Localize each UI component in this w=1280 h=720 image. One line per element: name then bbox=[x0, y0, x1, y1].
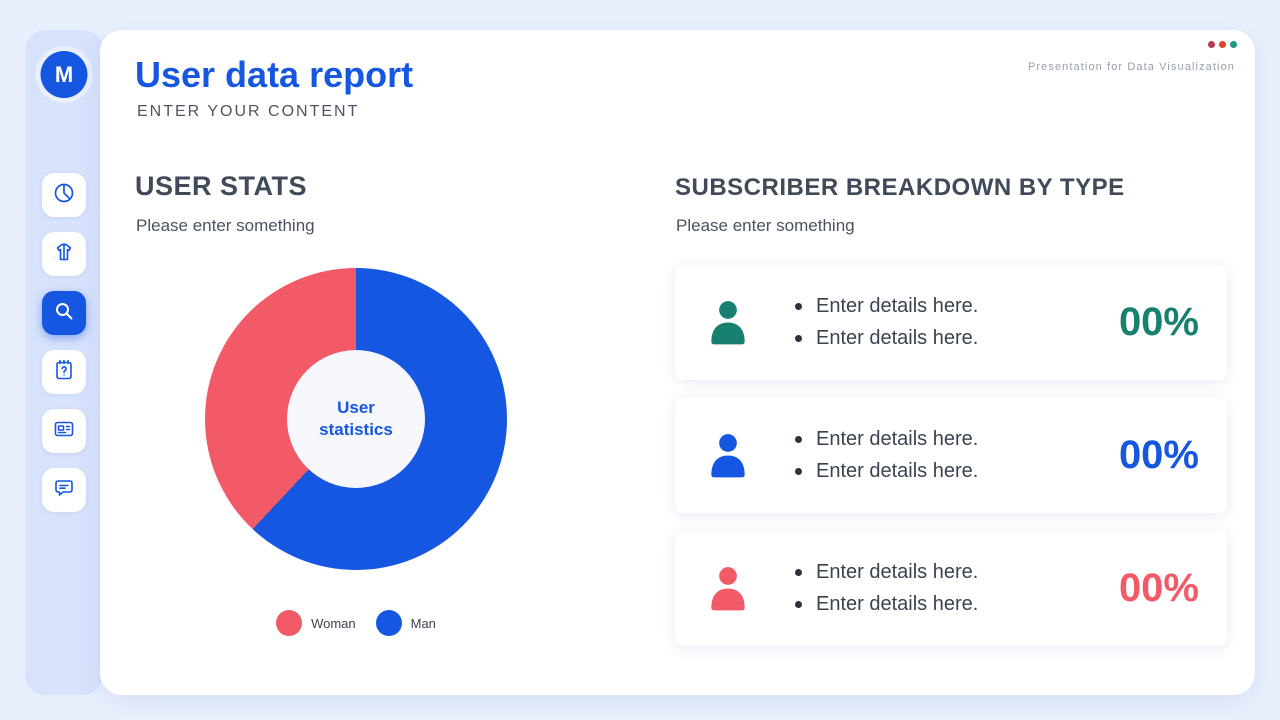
sidebar-item-chat[interactable] bbox=[42, 468, 86, 512]
window-dot bbox=[1208, 41, 1215, 48]
window-dot bbox=[1219, 41, 1226, 48]
sidebar-item-search[interactable] bbox=[42, 291, 86, 335]
bullet-text: Enter details here. bbox=[816, 327, 979, 349]
subscriber-card-red: Enter details here. Enter details here. … bbox=[675, 531, 1227, 646]
legend-label-woman: Woman bbox=[311, 615, 356, 631]
bullet-list: Enter details here. Enter details here. bbox=[795, 428, 978, 483]
legend-label-man: Man bbox=[410, 615, 436, 631]
bullet-dot bbox=[795, 468, 802, 475]
sidebar-item-notepad[interactable] bbox=[42, 350, 86, 394]
logo-letter: M bbox=[54, 61, 74, 87]
percent-value-teal: 00% bbox=[1118, 300, 1199, 344]
chart-legend: Woman Man bbox=[205, 610, 507, 636]
sidebar: M bbox=[25, 30, 103, 695]
watermark-text: Presentation for Data Visualization bbox=[1027, 61, 1235, 73]
person-icon-red bbox=[703, 564, 753, 614]
main-card: Presentation for Data Visualization User… bbox=[100, 30, 1255, 695]
sidebar-item-clothes[interactable] bbox=[42, 232, 86, 276]
subscribers-subtitle: Please enter something bbox=[676, 216, 855, 235]
bullet-item: Enter details here. bbox=[795, 295, 978, 318]
bullet-dot bbox=[795, 436, 802, 443]
legend-item-man: Man bbox=[375, 610, 436, 636]
sidebar-item-pie-chart[interactable] bbox=[42, 173, 86, 217]
person-icon-blue bbox=[703, 431, 753, 481]
page-title: User data report bbox=[135, 54, 414, 95]
subscribers-heading: SUBSCRIBER BREAKDOWN BY TYPE bbox=[675, 174, 1125, 201]
donut-center-label: User statistics bbox=[319, 397, 393, 439]
chat-icon bbox=[52, 476, 76, 505]
pie-chart-icon bbox=[52, 181, 76, 210]
bullet-item: Enter details here. bbox=[795, 428, 978, 451]
subscriber-card-teal: Enter details here. Enter details here. … bbox=[675, 265, 1227, 380]
bullet-list: Enter details here. Enter details here. bbox=[795, 561, 978, 616]
user-stats-subtitle: Please enter something bbox=[136, 216, 315, 235]
id-card-icon bbox=[52, 417, 76, 446]
user-stats-heading: USER STATS bbox=[135, 171, 308, 201]
bullet-dot bbox=[795, 601, 802, 608]
search-icon bbox=[52, 299, 76, 328]
bullet-item: Enter details here. bbox=[795, 593, 978, 616]
legend-item-woman: Woman bbox=[276, 610, 356, 636]
app-logo: M bbox=[40, 51, 88, 98]
bullet-dot bbox=[795, 335, 802, 342]
window-dot bbox=[1230, 41, 1237, 48]
bullet-text: Enter details here. bbox=[816, 561, 979, 583]
percent-value-blue: 00% bbox=[1118, 433, 1199, 477]
person-icon-teal bbox=[703, 298, 753, 348]
bullet-text: Enter details here. bbox=[816, 593, 979, 615]
notepad-question-icon bbox=[52, 358, 76, 387]
legend-dot-man bbox=[375, 610, 402, 636]
bullet-item: Enter details here. bbox=[795, 460, 978, 483]
subscriber-cards: Enter details here. Enter details here. … bbox=[675, 265, 1227, 646]
sidebar-item-id-card[interactable] bbox=[42, 409, 86, 453]
bullet-dot bbox=[795, 569, 802, 576]
donut-hole: User statistics bbox=[287, 350, 425, 488]
legend-dot-woman bbox=[276, 610, 303, 636]
bullet-text: Enter details here. bbox=[816, 460, 979, 482]
subscriber-card-blue: Enter details here. Enter details here. … bbox=[675, 398, 1227, 513]
sidebar-nav bbox=[25, 173, 103, 512]
window-dots bbox=[1208, 41, 1237, 48]
clothes-icon bbox=[52, 240, 76, 269]
bullet-dot bbox=[795, 303, 802, 310]
bullet-item: Enter details here. bbox=[795, 561, 978, 584]
donut-chart: User statistics bbox=[205, 268, 507, 570]
bullet-text: Enter details here. bbox=[816, 295, 979, 317]
percent-value-red: 00% bbox=[1118, 566, 1199, 610]
page-subtitle: ENTER YOUR CONTENT bbox=[137, 103, 360, 120]
bullet-item: Enter details here. bbox=[795, 327, 978, 350]
bullet-text: Enter details here. bbox=[816, 428, 979, 450]
bullet-list: Enter details here. Enter details here. bbox=[795, 295, 978, 350]
